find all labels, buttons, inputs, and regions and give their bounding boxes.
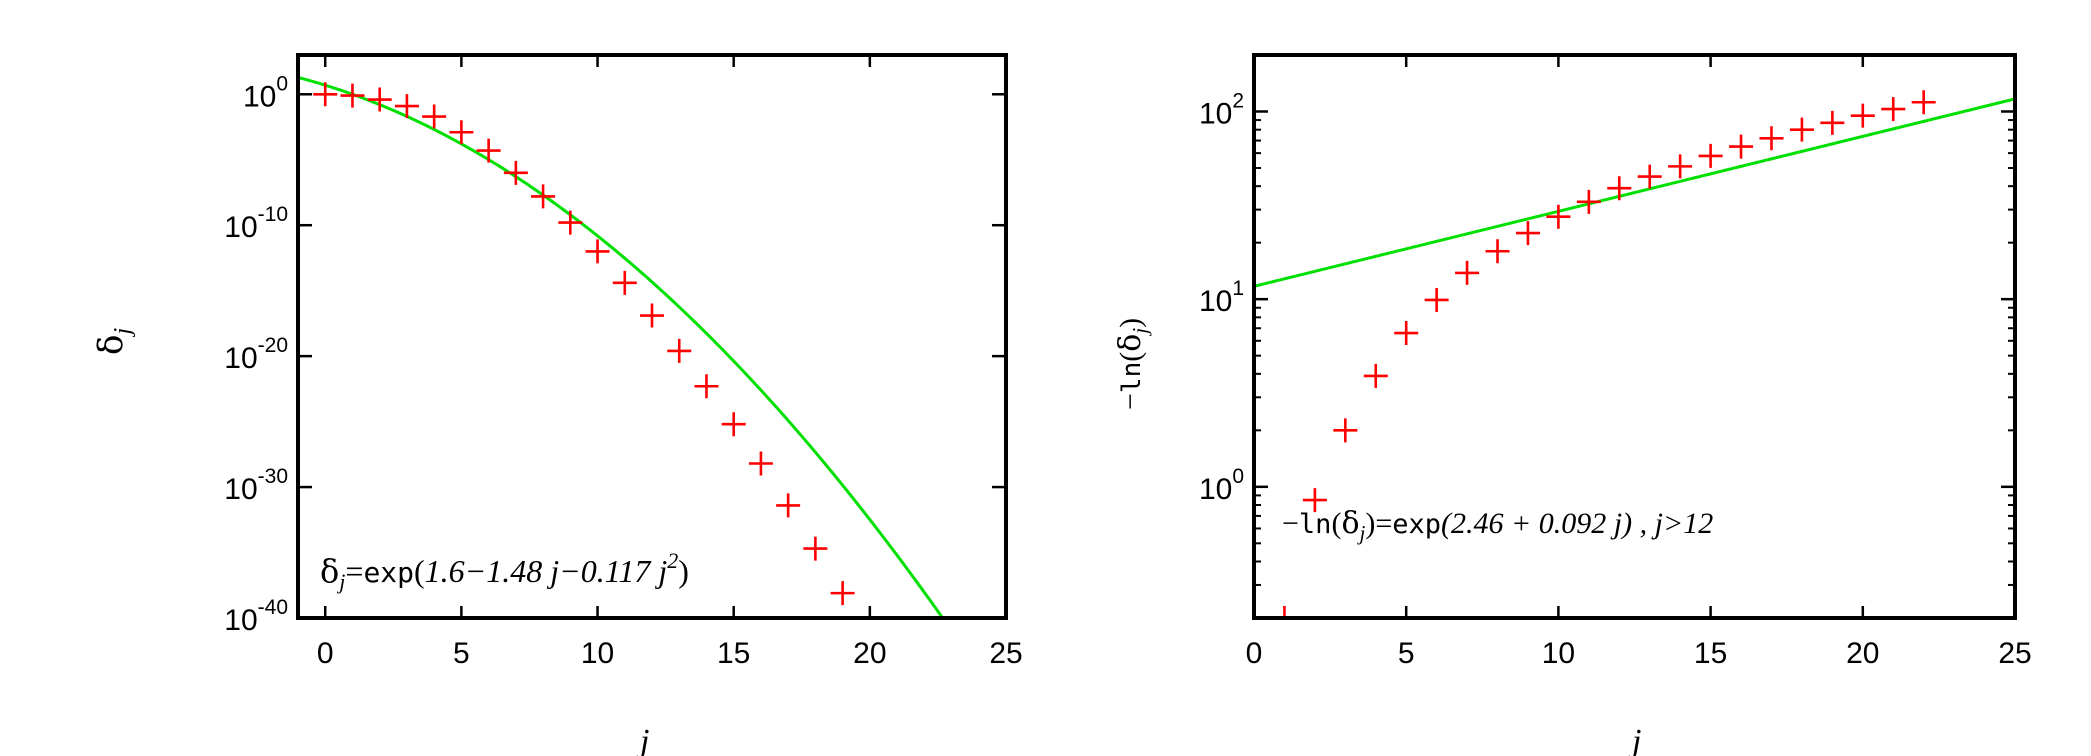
fit-curve [1254,97,2015,288]
x-axis-label: j [636,723,649,756]
y-tick-label: 10-10 [224,203,288,244]
x-tick-label: 0 [1246,637,1263,670]
x-tick-label: 0 [317,637,334,670]
y-tick-label: 101 [1199,277,1244,318]
chart-minus-ln-delta-vs-j: 0 5 10 15 20 25 100 101 102 [1199,53,2032,670]
x-tick-label: 25 [989,637,1022,670]
y-tick-label: 10-40 [224,596,288,637]
data-point [367,87,392,112]
data-point [667,338,692,363]
data-point [1850,103,1875,128]
data-point [912,723,936,747]
data-point [721,412,746,437]
plot-frame [1252,53,2017,620]
data-point [449,120,474,145]
data-point [1820,110,1845,135]
data-point [1455,260,1480,285]
data-point [394,94,419,119]
data-points [1272,90,1936,618]
data-point [1576,189,1601,214]
data-point [531,184,556,209]
x-tick-label: 15 [1694,637,1727,670]
data-point [340,83,365,108]
x-tick-label: 20 [853,637,886,670]
data-point [503,160,528,185]
y-axis-label: δj [91,328,136,355]
x-tick-label: 10 [1542,637,1575,670]
fit-equation-annotation: δj=exp(1.6−1.48 j−0.117 j2) [320,548,689,594]
x-tick-label: 10 [581,637,614,670]
data-point [1668,154,1693,179]
data-point [1911,90,1936,115]
data-point [748,451,773,476]
data-point [1394,321,1419,346]
data-point [640,303,664,328]
data-point [1515,221,1540,246]
plot-frame [296,53,1008,620]
data-point [313,82,338,107]
data-point [1881,97,1906,122]
data-point [776,493,801,518]
data-point [830,581,855,606]
data-point [612,270,637,295]
data-point [585,239,610,264]
data-point [558,210,583,235]
data-point [1759,126,1784,151]
data-point [1363,363,1388,388]
y-tick-label: 100 [1199,465,1244,506]
x-tick-label: 25 [1998,637,2031,670]
data-point [1546,204,1571,229]
data-point [1698,143,1723,168]
data-point [1302,488,1327,513]
chart-delta-vs-j: 0 5 10 15 20 25 100 10-10 10-20 10-30 10-40 [224,53,1023,747]
x-tick-label: 20 [1846,637,1879,670]
data-point [803,536,828,561]
y-axis-label: −ln(δj) [1113,318,1152,410]
data-point [1272,606,1297,618]
fit-equation-annotation: −ln(δj)=exp(2.46 + 0.092 j) , j>12 [1282,506,1713,545]
data-point [1333,418,1358,443]
data-point [694,374,719,399]
x-tick-label: 5 [1398,637,1415,670]
x-axis-label: j [1628,723,1641,756]
data-points [313,82,936,747]
data-point [476,138,501,163]
data-point [1424,287,1449,312]
y-tick-label: 10-30 [224,465,288,506]
data-point [1729,134,1754,159]
data-point [885,674,909,698]
y-tick-label: 102 [1199,89,1244,130]
x-tick-label: 15 [717,637,750,670]
fit-curve [298,75,945,618]
y-tick-label: 100 [243,72,288,113]
data-point [1607,176,1632,201]
data-point [422,104,447,129]
data-point [1485,239,1510,264]
data-point [1637,164,1662,189]
y-tick-label: 10-20 [224,334,288,375]
x-tick-label: 5 [453,637,470,670]
data-point [1789,117,1814,142]
